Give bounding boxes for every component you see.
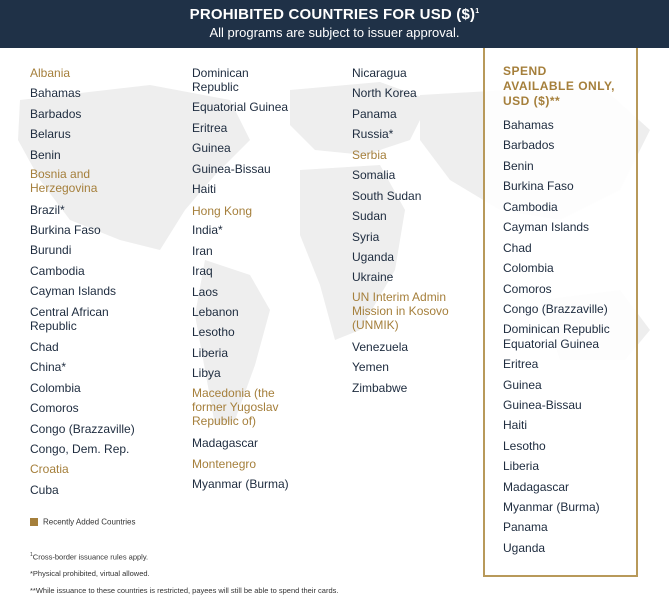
country-item: Cayman Islands [30, 284, 117, 298]
footnote-text: Cross-border issuance rules apply. [32, 552, 149, 562]
country-item: Sudan [352, 209, 387, 223]
spend-country-item: Dominican Republic [503, 322, 610, 336]
spend-country-item: Eritrea [503, 357, 539, 371]
country-item: Serbia [352, 148, 387, 162]
page-title: PROHIBITED COUNTRIES FOR USD ($)1 [0, 6, 669, 23]
country-item: Burundi [30, 243, 72, 257]
legend-swatch [30, 517, 38, 526]
country-item: Colombia [30, 381, 81, 395]
country-item: Comoros [30, 401, 79, 415]
page-title-text: PROHIBITED COUNTRIES FOR USD ($) [189, 6, 476, 23]
spend-only-heading-line: AVAILABLE ONLY, [503, 79, 615, 93]
country-item: Burkina Faso [30, 223, 101, 237]
country-item: Congo, Dem. Rep. [30, 442, 130, 456]
spend-country-item: Guinea [503, 378, 542, 392]
country-item: Equatorial Guinea [192, 100, 289, 114]
country-item: Congo (Brazzaville) [30, 422, 135, 436]
header-banner: PROHIBITED COUNTRIES FOR USD ($)1 All pr… [0, 0, 669, 48]
country-item: Cuba [30, 483, 59, 497]
country-item: Brazil* [30, 203, 65, 217]
country-item: Albania [30, 66, 71, 80]
spend-country-item: Barbados [503, 138, 555, 152]
spend-country-item: Uganda [503, 541, 546, 555]
country-item: Ukraine [352, 270, 394, 284]
spend-country-item: Guinea-Bissau [503, 398, 582, 412]
country-item: Somalia [352, 168, 396, 182]
footnote-1: 1Cross-border issuance rules apply. [30, 552, 148, 562]
country-item: Myanmar (Burma) [192, 477, 289, 491]
spend-country-item: Benin [503, 159, 534, 173]
spend-country-item: Equatorial Guinea [503, 337, 600, 351]
legend: Recently Added Countries [30, 517, 136, 526]
country-item: Iraq [192, 264, 213, 278]
spend-country-item: Colombia [503, 261, 554, 275]
country-item: Barbados [30, 107, 82, 121]
country-item: North Korea [352, 86, 417, 100]
legend-label: Recently Added Countries [43, 517, 136, 527]
spend-country-item: Chad [503, 241, 532, 255]
country-item: China* [30, 360, 67, 374]
spend-country-item: Cambodia [503, 200, 558, 214]
country-item: Haiti [192, 182, 217, 196]
country-item: Macedonia (the former Yugoslav Republic … [192, 386, 279, 428]
country-item: Libya [192, 366, 221, 380]
spend-only-heading-line: SPEND [503, 64, 547, 78]
country-item: Nicaragua [352, 66, 407, 80]
country-item: Cambodia [30, 264, 85, 278]
spend-country-item: Burkina Faso [503, 179, 574, 193]
country-item: Syria [352, 230, 380, 244]
country-item: Dominican Republic [192, 66, 249, 94]
footnote-mark: 1 [30, 552, 33, 558]
country-item: Lesotho [192, 325, 235, 339]
country-item: Eritrea [192, 121, 228, 135]
country-item: Croatia [30, 462, 69, 476]
footnote-3: **While issuance to these countries is r… [30, 586, 339, 595]
country-item: Bahamas [30, 86, 81, 100]
country-item: Guinea-Bissau [192, 162, 271, 176]
country-item: Russia* [352, 127, 394, 141]
country-item: Benin [30, 148, 61, 162]
page-subtitle: All programs are subject to issuer appro… [209, 25, 460, 40]
spend-country-item: Congo (Brazzaville) [503, 302, 608, 316]
title-footnote-mark: 1 [475, 8, 480, 15]
spend-country-item: Myanmar (Burma) [503, 500, 600, 514]
country-item: South Sudan [352, 189, 422, 203]
spend-country-item: Liberia [503, 459, 540, 473]
spend-country-item: Haiti [503, 418, 528, 432]
country-item: Yemen [352, 360, 389, 374]
country-item: Bosnia and Herzegovina [30, 167, 98, 195]
spend-only-heading-line: USD ($)** [503, 94, 561, 108]
country-item: UN Interim Admin Mission in Kosovo (UNMI… [352, 290, 449, 332]
spend-country-item: Panama [503, 520, 548, 534]
country-item: Central African Republic [30, 305, 109, 333]
country-item: Belarus [30, 127, 71, 141]
country-item: Zimbabwe [352, 381, 408, 395]
spend-only-heading: SPEND AVAILABLE ONLY, USD ($)** [503, 64, 615, 109]
country-item: India* [192, 223, 223, 237]
country-item: Liberia [192, 346, 229, 360]
spend-only-panel: SPEND AVAILABLE ONLY, USD ($)** Bahamas … [483, 48, 638, 577]
footnote-2: *Physical prohibited, virtual allowed. [30, 569, 150, 578]
country-item: Iran [192, 244, 213, 258]
country-item: Venezuela [352, 340, 409, 354]
spend-country-item: Lesotho [503, 439, 546, 453]
spend-country-item: Madagascar [503, 480, 570, 494]
country-item: Laos [192, 285, 219, 299]
country-item: Panama [352, 107, 397, 121]
country-item: Hong Kong [192, 204, 253, 218]
country-item: Uganda [352, 250, 395, 264]
country-item: Guinea [192, 141, 231, 155]
country-item: Lebanon [192, 305, 239, 319]
spend-country-item: Bahamas [503, 118, 554, 132]
country-item: Chad [30, 340, 59, 354]
spend-country-item: Comoros [503, 282, 552, 296]
spend-country-item: Cayman Islands [503, 220, 590, 234]
country-item: Madagascar [192, 436, 259, 450]
country-item: Montenegro [192, 457, 257, 471]
